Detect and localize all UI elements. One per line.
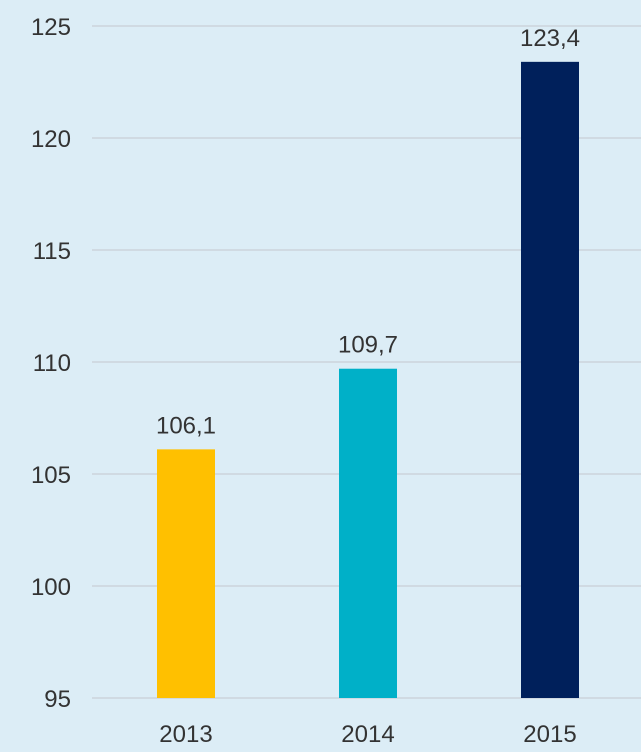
x-tick-label-2013: 2013 (159, 721, 212, 748)
data-labels: 106,1 109,7 123,4 (156, 25, 580, 440)
y-axis-tick-labels: 95 100 105 110 115 120 125 (31, 14, 71, 713)
bar-2015 (521, 61, 579, 698)
y-tick-label-120: 120 (31, 126, 71, 153)
y-tick-label-100: 100 (31, 574, 71, 601)
y-tick-label-125: 125 (31, 14, 71, 41)
x-tick-label-2014: 2014 (341, 721, 394, 748)
data-label-2013: 106,1 (156, 412, 216, 439)
y-tick-label-110: 110 (33, 350, 71, 377)
x-axis-tick-labels: 2013 2014 2015 (159, 721, 576, 748)
bar-2013 (157, 449, 215, 698)
bar-2014 (339, 368, 397, 698)
data-label-2014: 109,7 (338, 332, 398, 359)
y-tick-label-115: 115 (33, 238, 71, 265)
data-label-2015: 123,4 (520, 25, 580, 52)
y-tick-label-105: 105 (31, 462, 71, 489)
y-tick-label-95: 95 (44, 686, 71, 713)
x-tick-label-2015: 2015 (523, 721, 576, 748)
bars (157, 61, 579, 698)
